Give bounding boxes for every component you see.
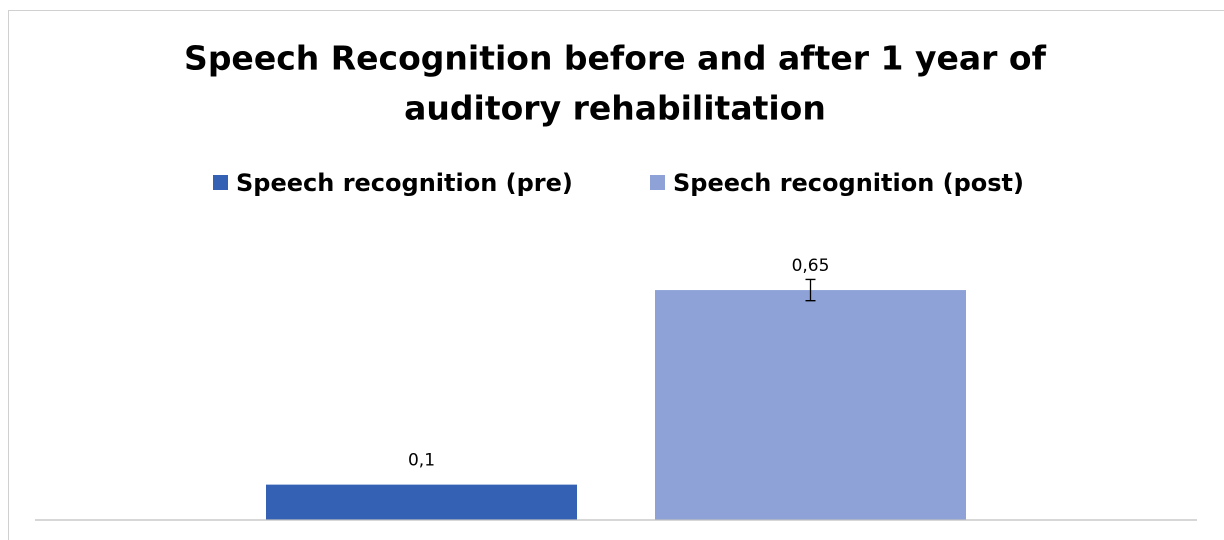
chart-frame [8,10,1224,540]
chart-title: Speech Recognition before and after 1 ye… [184,39,1047,78]
error-bar [805,278,816,302]
bar [655,290,966,520]
legend-label: Speech recognition (pre) [236,169,573,197]
data-label: 0,1 [408,451,435,471]
data-label: 0,65 [792,256,830,276]
legend-label: Speech recognition (post) [673,169,1024,197]
legend-swatch [650,175,665,190]
chart-title: auditory rehabilitation [404,89,826,128]
bar [266,484,577,520]
legend-swatch [213,175,228,190]
